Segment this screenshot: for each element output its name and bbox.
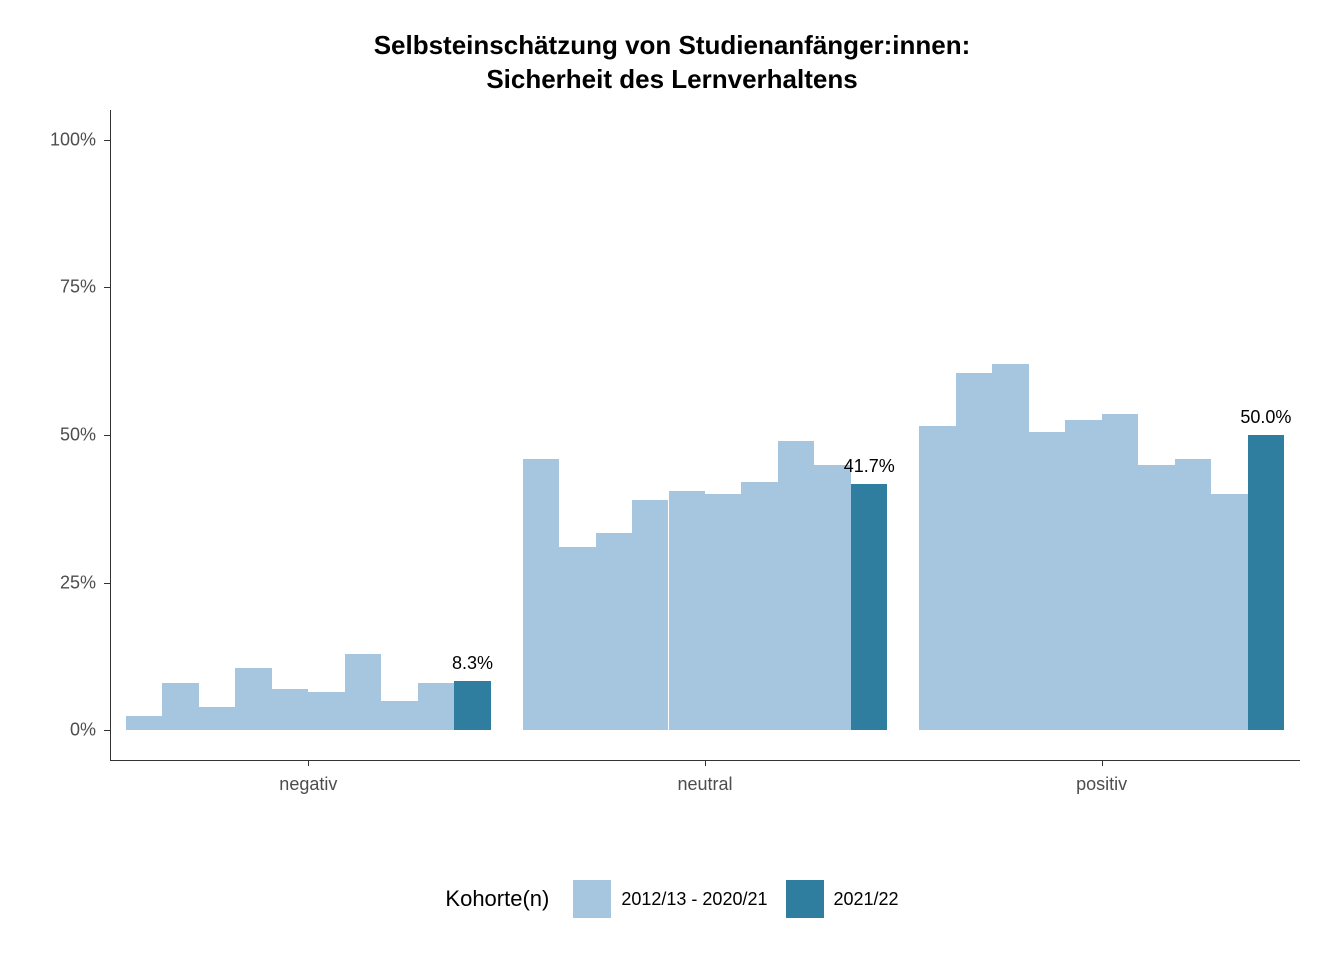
plot-area: 0%25%50%75%100%negativ8.3%neutral41.7%po… <box>110 110 1300 760</box>
bar-historical <box>235 668 271 730</box>
legend-swatch-historical <box>573 880 611 918</box>
bar-historical <box>1102 414 1138 730</box>
bar-value-label: 41.7% <box>844 456 895 477</box>
bar-historical <box>381 701 417 731</box>
bar-historical <box>1065 420 1101 730</box>
bar-historical <box>669 491 705 730</box>
x-tick-label: positiv <box>1076 760 1127 795</box>
legend-label-current: 2021/22 <box>834 889 899 910</box>
bar-value-label: 8.3% <box>452 653 493 674</box>
bar-value-label: 50.0% <box>1240 407 1291 428</box>
bar-historical <box>778 441 814 731</box>
bar-historical <box>956 373 992 731</box>
bar-current <box>1248 435 1284 730</box>
y-tick-label: 100% <box>50 129 110 150</box>
bar-historical <box>992 364 1028 730</box>
bar-historical <box>272 689 308 730</box>
y-tick-label: 75% <box>60 277 110 298</box>
bar-historical <box>741 482 777 730</box>
bar-historical <box>919 426 955 730</box>
legend: Kohorte(n) 2012/13 - 2020/21 2021/22 <box>0 880 1344 918</box>
bar-historical <box>814 465 850 731</box>
legend-label-historical: 2012/13 - 2020/21 <box>621 889 767 910</box>
bar-historical <box>559 547 595 730</box>
title-line-2: Sicherheit des Lernverhaltens <box>486 64 857 94</box>
bar-current <box>851 484 887 730</box>
bar-current <box>454 681 490 730</box>
bar-historical <box>345 654 381 731</box>
legend-title: Kohorte(n) <box>445 886 549 912</box>
bar-historical <box>199 707 235 731</box>
y-axis-line <box>110 110 111 760</box>
chart-root: Selbsteinschätzung von Studienanfänger:i… <box>0 0 1344 960</box>
bar-historical <box>1138 465 1174 731</box>
bar-historical <box>126 716 162 731</box>
bar-historical <box>1175 459 1211 731</box>
bar-historical <box>162 683 198 730</box>
bar-historical <box>705 494 741 730</box>
bar-historical <box>523 459 559 731</box>
bar-historical <box>632 500 668 730</box>
bar-historical <box>308 692 344 730</box>
bar-historical <box>1029 432 1065 730</box>
y-tick-label: 25% <box>60 572 110 593</box>
legend-item-current: 2021/22 <box>786 880 899 918</box>
y-tick-label: 50% <box>60 425 110 446</box>
x-tick-label: neutral <box>677 760 732 795</box>
legend-swatch-current <box>786 880 824 918</box>
legend-item-historical: 2012/13 - 2020/21 <box>573 880 767 918</box>
bar-historical <box>418 683 454 730</box>
bar-historical <box>1211 494 1247 730</box>
chart-title: Selbsteinschätzung von Studienanfänger:i… <box>0 29 1344 97</box>
x-tick-label: negativ <box>279 760 337 795</box>
bar-historical <box>596 533 632 731</box>
y-tick-label: 0% <box>70 720 110 741</box>
title-line-1: Selbsteinschätzung von Studienanfänger:i… <box>374 30 971 60</box>
